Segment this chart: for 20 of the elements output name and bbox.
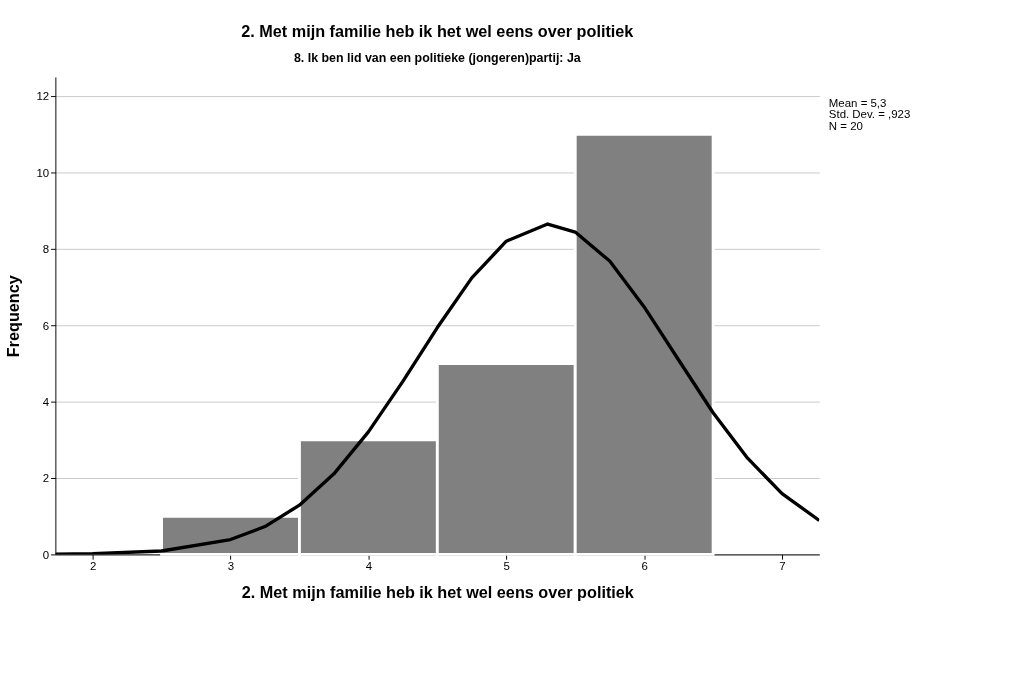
text: Mean = 5,3: [828, 96, 887, 109]
y-tick-label: 10: [36, 166, 50, 179]
text: Std. Dev. = ,923: [828, 108, 911, 121]
chart-title: 2. Met mijn familie heb ik het wel eens over politiek: [241, 21, 635, 40]
y-axis-title: Frequency: [4, 275, 23, 358]
y-tick-label: 8: [42, 243, 50, 256]
chart-subtitle: 8. Ik ben lid van een politieke (jongeren)partij: Ja: [293, 50, 581, 65]
y-tick-label: 2: [42, 472, 50, 485]
x-tick-label: 3: [227, 560, 235, 573]
x-tick-label: 2: [89, 560, 97, 573]
x-tick-label: 4: [365, 560, 373, 573]
x-tick-label: 6: [641, 560, 648, 573]
y-tick-label: 0: [42, 548, 50, 561]
text: N = 20: [828, 119, 863, 132]
y-tick-label: 6: [42, 319, 50, 332]
y-tick-label: 12: [36, 90, 50, 103]
x-tick-label: 7: [779, 560, 786, 573]
x-axis-title: 2. Met mijn familie heb ik het wel eens over politiek: [241, 582, 635, 601]
x-tick-label: 5: [503, 560, 510, 573]
y-tick-label: 4: [42, 395, 50, 408]
